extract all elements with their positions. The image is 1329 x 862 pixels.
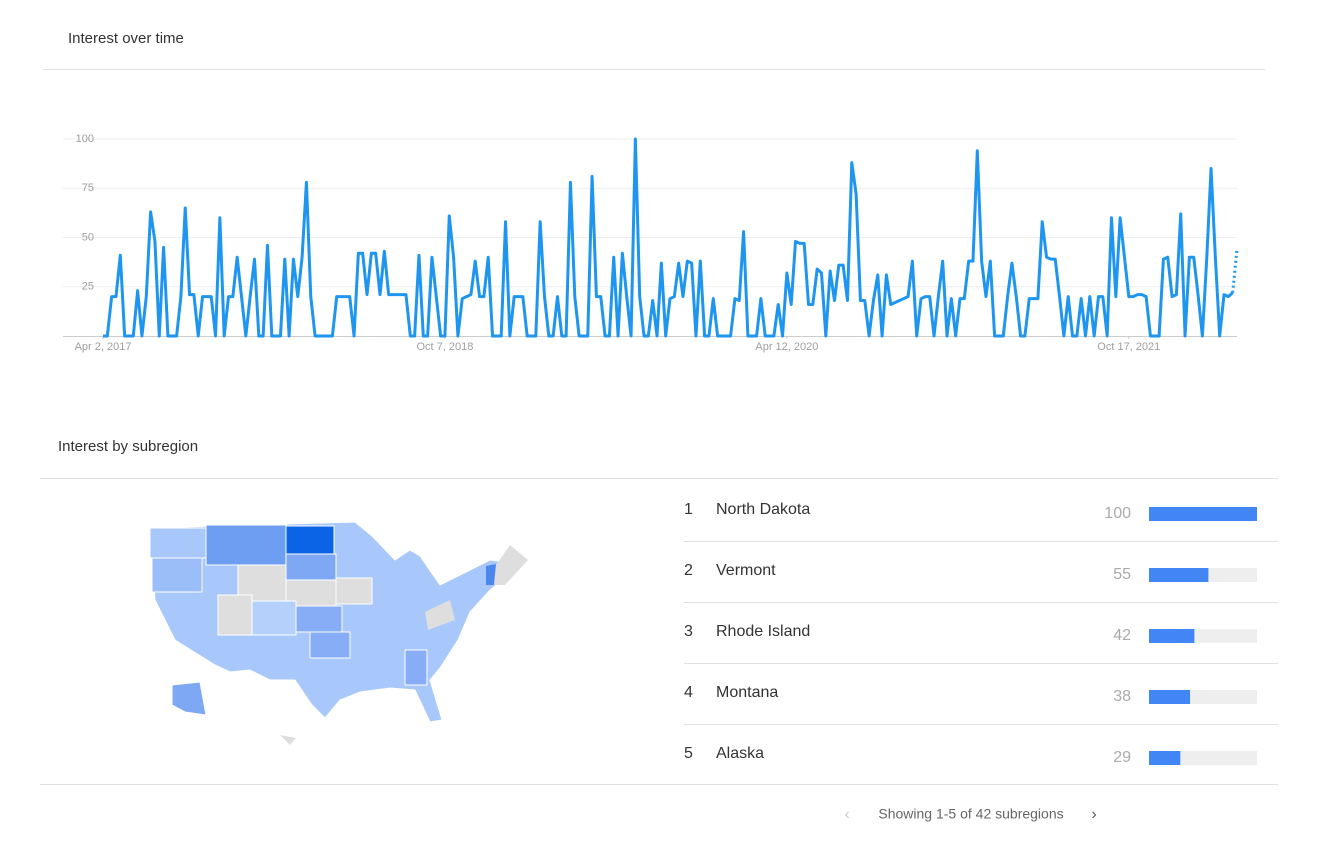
y-tick-label: 50 (82, 231, 94, 243)
rank: 5 (684, 745, 693, 762)
state (217, 594, 253, 636)
bar (1149, 751, 1181, 765)
prev-button[interactable]: ‹ (844, 806, 849, 823)
trend-line (103, 137, 1234, 338)
us-map (149, 521, 528, 745)
section-title: Interest over time (68, 30, 184, 47)
state (404, 649, 428, 686)
state (486, 564, 496, 585)
state (335, 577, 373, 605)
bar (1149, 568, 1209, 582)
next-button[interactable]: › (1091, 806, 1096, 823)
region-value: 55 (1113, 566, 1131, 583)
region-name: Vermont (716, 562, 776, 579)
region-value: 29 (1113, 749, 1131, 766)
region-name: North Dakota (716, 501, 810, 518)
state (149, 527, 207, 559)
state (309, 631, 351, 659)
bar (1149, 507, 1257, 521)
y-tick-label: 25 (82, 281, 94, 293)
x-tick-label: Oct 7, 2018 (416, 341, 473, 353)
region-name: Alaska (716, 745, 764, 762)
region-name: Rhode Island (716, 623, 810, 640)
region-value: 42 (1113, 627, 1131, 644)
region-name: Montana (716, 684, 778, 701)
rank: 2 (684, 562, 693, 579)
state (151, 557, 203, 593)
state (285, 553, 337, 581)
x-tick-label: Oct 17, 2021 (1097, 341, 1160, 353)
y-tick-label: 75 (82, 182, 94, 194)
state (285, 525, 335, 555)
state (494, 545, 528, 585)
y-tick-label: 100 (76, 133, 94, 145)
state (171, 681, 207, 716)
x-tick-label: Apr 12, 2020 (755, 341, 818, 353)
bar (1149, 690, 1191, 704)
state (280, 735, 296, 745)
region-value: 100 (1104, 505, 1131, 522)
state (205, 524, 287, 566)
rank: 3 (684, 623, 693, 640)
partial-data-line (1231, 249, 1239, 293)
pagination-text: Showing 1-5 of 42 subregions (878, 806, 1063, 822)
rank: 1 (684, 501, 693, 518)
state (251, 600, 297, 636)
region-value: 38 (1113, 688, 1131, 705)
section-title: Interest by subregion (58, 438, 198, 455)
rank: 4 (684, 684, 693, 701)
state (295, 605, 343, 633)
x-tick-label: Apr 2, 2017 (75, 341, 132, 353)
state (425, 600, 455, 630)
bar (1149, 629, 1195, 643)
